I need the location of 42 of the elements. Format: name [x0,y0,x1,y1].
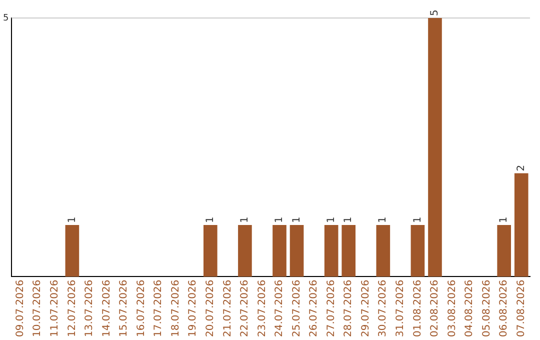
data-label: 1 [326,216,337,223]
x-tick-label: 20.07.2026 [204,280,216,338]
x-tick-label: 19.07.2026 [188,280,199,338]
x-tick-label: 24.07.2026 [274,280,286,338]
x-tick-label: 13.07.2026 [84,280,96,338]
data-label: 1 [498,216,510,223]
x-tick-label: 16.07.2026 [136,280,147,338]
data-label: 1 [412,216,424,223]
x-tick-label: 01.08.2026 [412,280,424,338]
x-tick-label: 06.08.2026 [498,280,510,338]
x-tick-label: 11.07.2026 [50,280,61,338]
x-tick-label: 31.07.2026 [395,280,406,338]
x-tick-label: 17.07.2026 [153,280,164,338]
data-label: 1 [240,216,251,223]
x-tick-label: 04.08.2026 [464,280,476,338]
x-tick-label: 21.07.2026 [222,280,234,338]
x-tick-label: 07.08.2026 [516,280,527,338]
data-label: 2 [516,164,527,172]
x-tick-label: 23.07.2026 [256,280,268,338]
x-tick-label: 12.07.2026 [66,280,78,338]
x-tick-label: 03.08.2026 [446,280,458,338]
data-label: 1 [291,216,302,223]
x-tick-label: 29.07.2026 [360,280,372,338]
x-tick-label: 05.08.2026 [481,280,492,338]
x-tick-label: 18.07.2026 [170,280,182,338]
x-tick-label: 14.07.2026 [101,280,112,338]
x-tick-label: 25.07.2026 [291,280,302,338]
data-label: 1 [378,216,389,223]
x-tick-label: 15.07.2026 [118,280,130,338]
x-tick-label: 30.07.2026 [378,280,389,338]
x-tick-label: 22.07.2026 [240,280,251,338]
data-label: 1 [204,216,216,223]
x-tick-label: 26.07.2026 [308,280,320,338]
data-label: 1 [66,216,78,223]
x-tick-label: 27.07.2026 [326,280,337,338]
data-label: 1 [274,216,286,223]
x-tick-label: 09.07.2026 [14,280,26,338]
data-label: 1 [343,216,354,223]
x-tick-label: 10.07.2026 [32,280,44,338]
x-tick-label: 02.08.2026 [430,280,441,338]
data-label: 5 [430,10,441,16]
x-tick-label: 28.07.2026 [343,280,354,338]
